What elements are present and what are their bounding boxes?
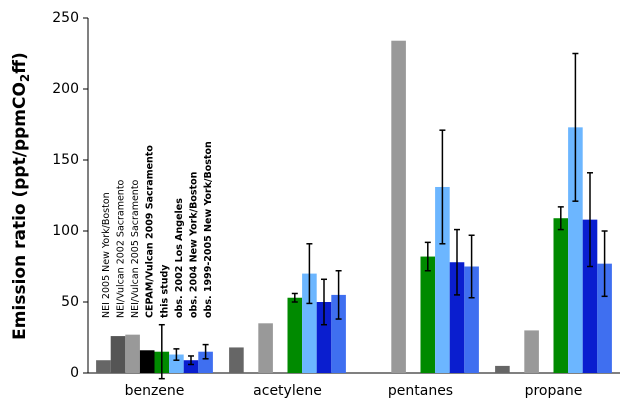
bar (139, 350, 155, 373)
y-label-part: ff) (10, 52, 30, 74)
error-bar (587, 172, 593, 268)
bar (435, 186, 450, 373)
error-bar (158, 323, 165, 380)
bar (553, 218, 569, 373)
x-tick-label: benzene (125, 383, 185, 399)
error-bar (291, 292, 298, 303)
bar (420, 256, 436, 373)
bar (198, 351, 213, 373)
legend-label: NEI/Vulcan 2002 Sacramento (116, 179, 127, 318)
bar (331, 294, 346, 373)
bar (125, 334, 140, 373)
bar (287, 297, 303, 373)
y-tick-label: 250 (52, 10, 79, 26)
bar (524, 330, 539, 373)
legend-label: CEPAM/Vulcan 2009 Sacramento (145, 145, 156, 318)
error-bar (188, 355, 194, 366)
bar (258, 323, 273, 373)
error-bar (424, 241, 431, 272)
bar (582, 219, 598, 373)
bar (597, 263, 612, 373)
x-tick-label: acetylene (253, 383, 322, 399)
legend-label: NEI 2005 New York/Boston (101, 192, 112, 318)
error-bar (335, 270, 342, 320)
error-bar (439, 129, 446, 245)
bar (302, 273, 317, 373)
legend-label: obs. 2004 New York/Boston (189, 171, 200, 318)
legend-label: obs. 1999-2005 New York/Boston (203, 141, 214, 318)
bar (495, 365, 510, 373)
y-tick-label: 100 (52, 223, 79, 239)
y-tick-label: 200 (52, 81, 79, 97)
bar (391, 40, 406, 373)
y-axis-label: Emission ratio (ppt/ppmCO2ff) (10, 52, 32, 340)
error-bar (321, 278, 327, 326)
error-bar (202, 343, 209, 360)
bar (449, 262, 465, 373)
bar (169, 354, 184, 373)
error-bar (306, 243, 313, 305)
error-bar (173, 348, 180, 361)
y-tick-label: 150 (52, 152, 79, 168)
bar (229, 347, 244, 373)
error-bar (557, 206, 564, 231)
legend-label: this study (159, 264, 170, 318)
bar (316, 302, 332, 373)
y-label-sub: 2 (18, 74, 32, 82)
legend-label: obs. 2002 Los Angeles (174, 198, 185, 318)
x-tick-label: pentanes (388, 383, 453, 399)
error-bar (601, 230, 608, 298)
error-bar (572, 52, 579, 202)
error-bar (454, 228, 460, 296)
bar (464, 266, 479, 373)
bar (110, 336, 126, 373)
y-label-part: Emission ratio (ppt/ppmCO (10, 82, 30, 340)
bar (568, 127, 583, 373)
bar (96, 360, 111, 373)
legend-label: NEI/Vulcan 2005 Sacramento (130, 179, 141, 318)
y-tick-label: 0 (70, 365, 79, 381)
bar (183, 360, 199, 373)
x-tick-label: propane (525, 383, 583, 399)
y-tick-label: 50 (61, 294, 79, 310)
error-bar (468, 234, 475, 299)
